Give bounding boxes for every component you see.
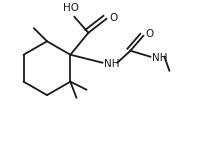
Text: HO: HO xyxy=(63,3,79,13)
Text: NH: NH xyxy=(152,53,168,63)
Text: NH: NH xyxy=(104,59,120,69)
Text: O: O xyxy=(145,29,154,39)
Text: O: O xyxy=(109,13,118,23)
